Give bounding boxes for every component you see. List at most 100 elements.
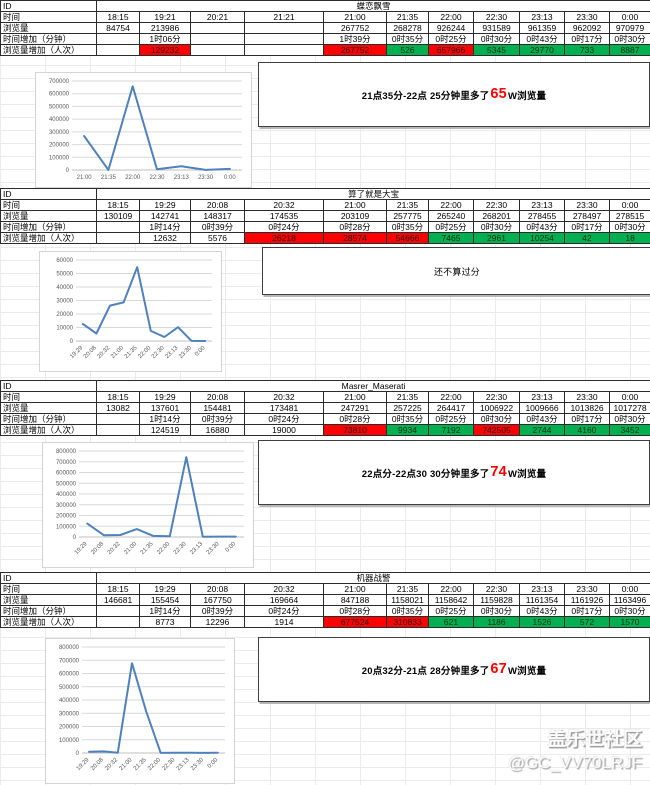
time-cell[interactable]: 21:00: [323, 391, 387, 403]
views-added-cell[interactable]: 10254: [519, 232, 565, 244]
views-cell[interactable]: 267752: [323, 22, 387, 34]
views-cell[interactable]: 142741: [139, 210, 191, 222]
row-label-views[interactable]: 浏览量: [0, 594, 97, 606]
views-added-cell[interactable]: 733: [564, 44, 610, 56]
views-cell[interactable]: 137601: [139, 402, 191, 414]
views-cell[interactable]: 1159828: [473, 594, 520, 606]
row-label-time-added[interactable]: 时间增加（分钟）: [0, 33, 97, 45]
time-added-cell[interactable]: 0时43分: [519, 605, 565, 617]
row-label-views-added[interactable]: 浏览量增加（人次）: [0, 424, 97, 436]
views-cell[interactable]: 265240: [428, 210, 474, 222]
time-cell[interactable]: 23:30: [564, 391, 610, 403]
row-label-time[interactable]: 时间: [0, 391, 97, 403]
views-added-cell[interactable]: 73810: [323, 424, 387, 436]
annotation-box[interactable]: 22点分-22点30 30分钟里多了 74 W浏览量: [258, 440, 650, 505]
time-cell[interactable]: 20:08: [190, 583, 245, 595]
time-cell[interactable]: 19:21: [139, 11, 191, 23]
views-cell[interactable]: 926244: [428, 22, 474, 34]
views-added-cell[interactable]: [96, 232, 140, 244]
views-cell[interactable]: 257225: [386, 402, 429, 414]
views-added-cell[interactable]: 742505: [473, 424, 520, 436]
views-cell[interactable]: 1161926: [564, 594, 610, 606]
time-added-cell[interactable]: 0时30分: [609, 605, 650, 617]
row-label-time[interactable]: 时间: [0, 199, 97, 211]
time-cell[interactable]: 22:30: [473, 11, 520, 23]
time-added-cell[interactable]: 0时28分: [323, 413, 387, 425]
time-added-cell[interactable]: 0时17分: [564, 413, 610, 425]
views-cell[interactable]: 1161354: [519, 594, 565, 606]
time-cell[interactable]: 22:00: [428, 199, 474, 211]
time-added-cell[interactable]: 0时30分: [473, 413, 520, 425]
views-added-cell[interactable]: 12296: [190, 616, 245, 628]
row-label-time[interactable]: 时间: [0, 11, 97, 23]
time-added-cell[interactable]: 0时25分: [428, 221, 474, 233]
time-cell[interactable]: 0:00: [608, 199, 650, 211]
time-cell[interactable]: 23:13: [519, 11, 565, 23]
time-added-cell[interactable]: 0时17分: [564, 33, 610, 45]
views-added-cell[interactable]: 26218: [244, 232, 324, 244]
time-added-cell[interactable]: 0时43分: [519, 221, 565, 233]
views-added-cell[interactable]: 18: [608, 232, 650, 244]
views-cell[interactable]: 1158642: [428, 594, 474, 606]
line-chart[interactable]: 0 10000 20000 30000 40000 50000 60000 19:29 20:0…: [39, 251, 222, 372]
views-added-cell[interactable]: [96, 44, 140, 56]
line-chart[interactable]: 0 100000 200000 300000 400000 500000 600000 700…: [45, 638, 235, 784]
views-added-cell[interactable]: [244, 44, 324, 56]
section-title[interactable]: 蝶恋飘雪: [96, 0, 650, 12]
time-cell[interactable]: 20:32: [244, 583, 324, 595]
time-cell[interactable]: 19:29: [139, 391, 191, 403]
time-cell[interactable]: 23:30: [564, 583, 610, 595]
time-added-cell[interactable]: 0时35分: [386, 605, 429, 617]
views-cell[interactable]: 146681: [96, 594, 140, 606]
views-added-cell[interactable]: 29770: [519, 44, 565, 56]
section-title[interactable]: 算了就是大宝: [95, 188, 650, 200]
time-added-cell[interactable]: 0时24分: [244, 413, 324, 425]
views-added-cell[interactable]: 2961: [473, 232, 520, 244]
time-cell[interactable]: 21:35: [386, 583, 429, 595]
time-added-cell[interactable]: 1时14分: [139, 413, 191, 425]
views-added-cell[interactable]: 7465: [428, 232, 474, 244]
time-added-cell[interactable]: 0时30分: [473, 33, 520, 45]
row-label-views-added[interactable]: 浏览量增加（人次）: [0, 232, 97, 244]
row-label-views-added[interactable]: 浏览量增加（人次）: [0, 44, 97, 56]
time-cell[interactable]: 0:00: [608, 391, 650, 403]
time-cell[interactable]: 0:00: [609, 583, 650, 595]
line-chart[interactable]: 0 100000 200000 300000 400000 500000 600000 700…: [42, 442, 254, 568]
time-cell[interactable]: 21:00: [323, 583, 387, 595]
views-added-cell[interactable]: 8773: [139, 616, 191, 628]
row-label-time-added[interactable]: 时间增加（分钟）: [0, 413, 97, 425]
time-cell[interactable]: 22:30: [473, 391, 520, 403]
views-cell[interactable]: 169664: [244, 594, 324, 606]
time-cell[interactable]: 21:00: [323, 199, 387, 211]
views-cell[interactable]: 278515: [608, 210, 650, 222]
time-cell[interactable]: 18:15: [96, 11, 140, 23]
views-added-cell[interactable]: 12632: [139, 232, 191, 244]
row-label-id[interactable]: ID: [0, 188, 97, 200]
row-label-views[interactable]: 浏览量: [0, 22, 97, 34]
time-cell[interactable]: 19:29: [139, 199, 191, 211]
time-added-cell[interactable]: 0时25分: [428, 413, 474, 425]
row-label-views[interactable]: 浏览量: [0, 402, 97, 414]
time-added-cell[interactable]: 1时06分: [139, 33, 191, 45]
time-added-cell[interactable]: 0时28分: [323, 221, 387, 233]
time-cell[interactable]: 21:35: [386, 11, 429, 23]
time-cell[interactable]: 0:00: [609, 11, 650, 23]
time-cell[interactable]: 23:13: [519, 391, 565, 403]
time-added-cell[interactable]: 1时39分: [323, 33, 387, 45]
time-cell[interactable]: 22:00: [428, 391, 474, 403]
time-added-cell[interactable]: [96, 33, 140, 45]
views-cell[interactable]: 154481: [190, 402, 245, 414]
views-cell[interactable]: 268278: [386, 22, 429, 34]
time-cell[interactable]: 22:30: [473, 199, 520, 211]
row-label-time-added[interactable]: 时间增加（分钟）: [0, 221, 97, 233]
views-cell[interactable]: 1017278: [608, 402, 650, 414]
time-added-cell[interactable]: 0时17分: [564, 221, 610, 233]
views-added-cell[interactable]: 1186: [473, 616, 520, 628]
views-cell[interactable]: 1163496: [609, 594, 650, 606]
time-cell[interactable]: 18:15: [96, 199, 140, 211]
annotation-box[interactable]: 20点32分-21点 28分钟里多了 67 W浏览量: [258, 637, 650, 702]
views-added-cell[interactable]: 677524: [323, 616, 387, 628]
views-cell[interactable]: 213986: [139, 22, 191, 34]
time-added-cell[interactable]: 0时30分: [473, 221, 520, 233]
views-added-cell[interactable]: 7192: [428, 424, 474, 436]
